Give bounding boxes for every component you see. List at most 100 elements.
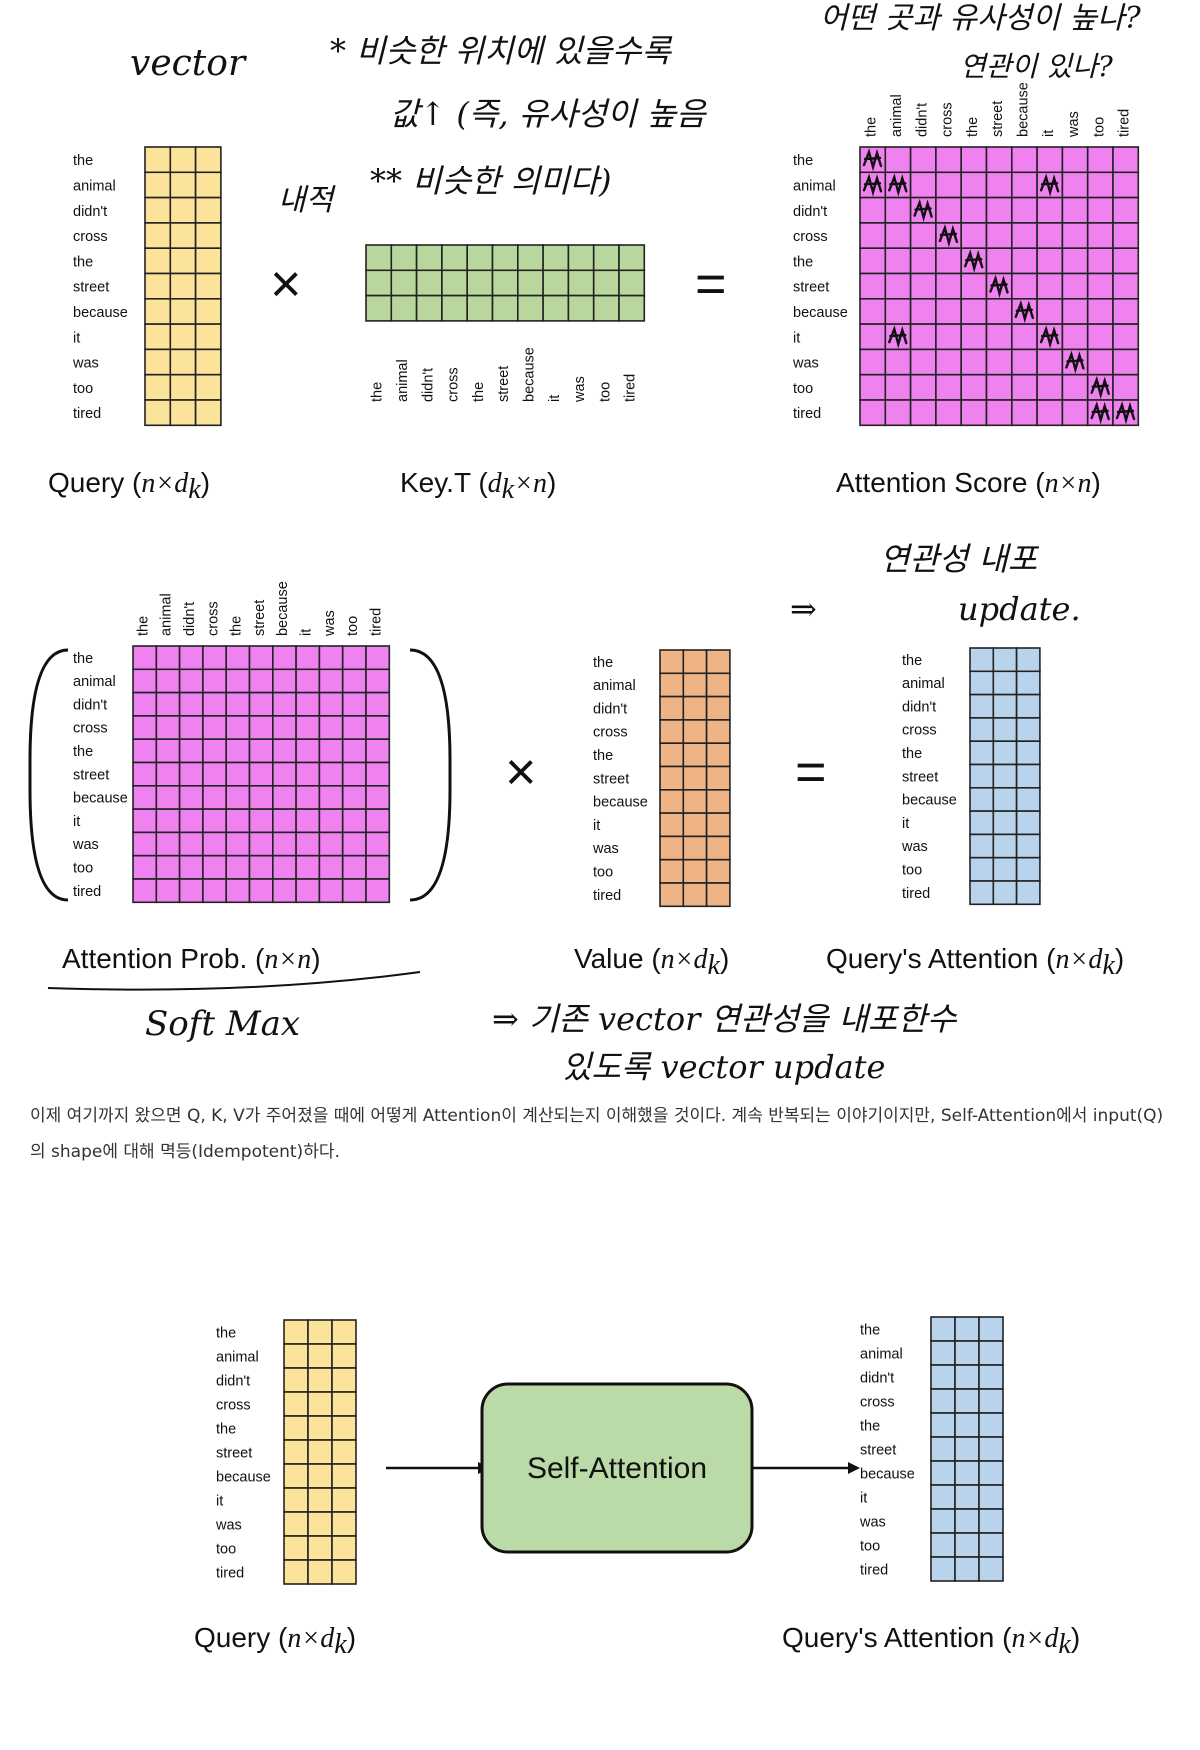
query2-cell	[331, 1367, 357, 1393]
score-cell	[985, 399, 1013, 427]
scribble-mark	[1090, 375, 1110, 400]
note-relation-1: 연관성 내포	[880, 540, 1040, 578]
output-cell	[969, 693, 995, 719]
score-cell	[985, 222, 1013, 249]
query2-cell	[283, 1439, 309, 1465]
prob-cell	[248, 808, 274, 834]
score-cell	[884, 399, 912, 427]
value-title: Value (n×dk)	[574, 943, 729, 981]
prob-cell	[295, 645, 321, 671]
value-cell	[705, 719, 731, 745]
output-cell	[992, 786, 1018, 812]
output-cell	[969, 786, 995, 812]
score-cell	[935, 146, 963, 174]
token-label: because	[521, 347, 537, 402]
query2-cell	[283, 1343, 309, 1369]
query-cell	[169, 222, 197, 249]
output2-cell	[978, 1316, 1004, 1342]
output2-cell	[978, 1412, 1004, 1438]
output-cell	[1015, 810, 1041, 836]
score-cell	[985, 146, 1013, 174]
token-label: tired	[73, 406, 101, 422]
scribble-mark	[1115, 401, 1136, 425]
token-label: the	[471, 382, 487, 402]
prob-cell	[341, 761, 367, 787]
prob-cell	[178, 668, 204, 694]
token-label: because	[275, 581, 291, 636]
score-cell	[1036, 196, 1064, 224]
token-label: tired	[593, 888, 621, 904]
prob-cell	[178, 878, 204, 904]
score-cell	[884, 297, 912, 325]
prob-cell	[318, 761, 344, 787]
prob-cell	[132, 784, 158, 810]
prob-cell	[202, 808, 227, 834]
note-which-similar-2: 연관이 있나?	[960, 50, 1114, 83]
prob-cell	[155, 878, 181, 904]
score-cell	[1086, 272, 1114, 300]
prob-cell	[225, 854, 251, 880]
query-token-labels-2: the animal didn't cross the street because it wa…	[215, 1325, 271, 1581]
value-cell	[682, 649, 708, 675]
query2-cell	[307, 1391, 333, 1417]
query2-cell	[283, 1559, 309, 1585]
prob-cell	[248, 831, 274, 857]
output2-cell	[930, 1484, 956, 1510]
score-cell	[1010, 146, 1038, 174]
token-label: tired	[623, 374, 639, 402]
key-cell	[592, 269, 620, 297]
value-cell	[705, 765, 731, 791]
token-label: was	[792, 356, 819, 372]
query2-cell	[307, 1535, 333, 1561]
prob-cell	[225, 831, 251, 857]
score-cell	[859, 399, 887, 427]
key-cell	[542, 244, 570, 272]
output-cell	[992, 740, 1018, 766]
output2-cell	[954, 1532, 980, 1558]
output-cell	[1015, 833, 1041, 859]
key-cell	[466, 244, 494, 272]
query-cell	[169, 196, 197, 224]
scribble-mark	[938, 224, 959, 248]
prob-cell	[178, 808, 204, 834]
token-label: tired	[368, 608, 384, 636]
scribble-mark	[1039, 325, 1060, 349]
token-label: didn't	[216, 1373, 250, 1389]
value-cell	[705, 812, 731, 838]
query-cell	[169, 247, 197, 275]
key-cell	[441, 269, 468, 297]
output-cell	[992, 856, 1018, 882]
token-label: animal	[593, 678, 636, 694]
query-cell	[144, 297, 172, 325]
score-cell	[1061, 323, 1089, 351]
value-cell	[705, 672, 731, 698]
score-cell	[985, 247, 1013, 275]
token-label: it	[73, 330, 80, 346]
value-cell	[659, 742, 685, 768]
prob-cell	[178, 691, 204, 717]
output2-cell	[978, 1484, 1004, 1510]
query2-cell	[283, 1511, 309, 1537]
prob-cell	[155, 645, 181, 671]
note-existing-2: 있도록 vector update	[562, 1048, 885, 1086]
query-cell	[169, 373, 197, 401]
output-cell	[969, 763, 995, 789]
token-label: cross	[940, 102, 956, 137]
query2-cell	[283, 1487, 309, 1513]
token-label: animal	[793, 179, 836, 195]
prob-cell	[155, 691, 181, 717]
output-cell	[992, 810, 1018, 836]
value-cell	[705, 835, 731, 861]
token-label: animal	[159, 593, 175, 636]
token-label: too	[73, 381, 93, 397]
score-cell	[1112, 196, 1140, 224]
score-cell	[935, 348, 963, 376]
prob-cell	[225, 738, 251, 764]
query2-cell	[283, 1535, 309, 1561]
prob-cell	[318, 715, 344, 741]
scribble-mark	[964, 249, 984, 273]
prob-cell	[365, 715, 391, 741]
score-cell	[1010, 196, 1038, 224]
scribble-mark	[1090, 401, 1110, 425]
token-label: street	[496, 366, 512, 402]
